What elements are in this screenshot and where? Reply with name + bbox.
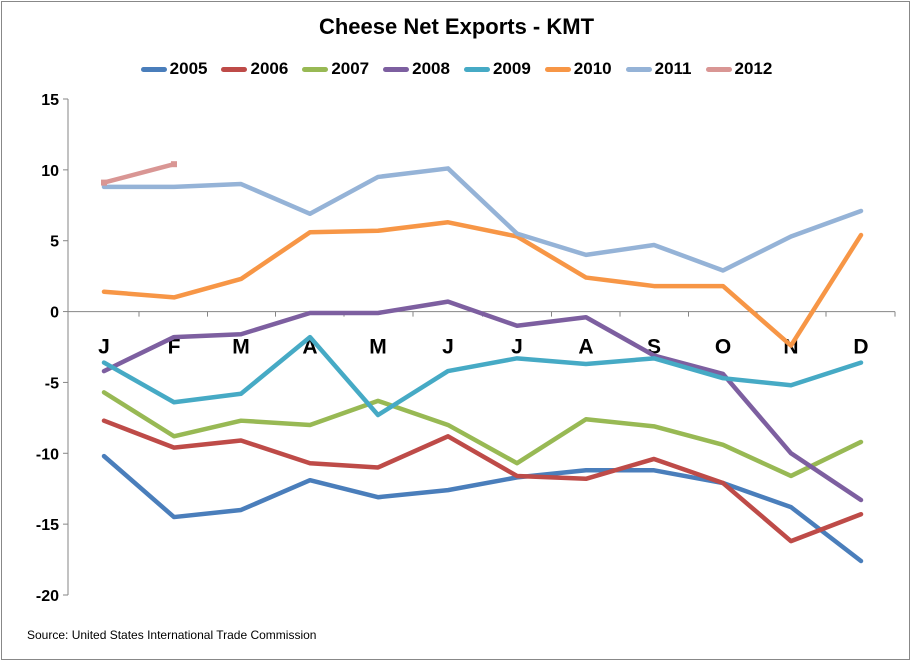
legend-item-2008: 2008: [383, 59, 450, 79]
series-line-2008: [101, 299, 864, 503]
series-line-2007: [101, 390, 864, 479]
legend-label: 2011: [654, 59, 692, 78]
legend-swatch: [302, 66, 329, 72]
legend-label: 2009: [492, 59, 531, 78]
legend: 2005 2006 2007 2008 2009 2010 2011 2012: [0, 59, 913, 79]
legend-item-2005: 2005: [140, 59, 208, 79]
legend-label: 2010: [573, 59, 612, 78]
series-line-2010: [101, 220, 864, 348]
series-line-2011: [101, 166, 864, 273]
legend-item-2012: 2012: [705, 59, 773, 79]
x-tick-label: M: [369, 336, 387, 359]
source-note: Source: United States International Trad…: [27, 628, 317, 642]
y-tick-label: 15: [41, 92, 59, 109]
legend-item-2010: 2010: [544, 59, 612, 79]
legend-item-2011: 2011: [625, 59, 692, 79]
legend-swatch: [544, 66, 571, 72]
y-tick-label: -5: [45, 375, 59, 392]
x-tick-label: J: [442, 336, 454, 359]
y-tick-label: -20: [36, 588, 59, 605]
x-tick-label: A: [578, 336, 593, 359]
legend-swatch: [705, 66, 732, 72]
y-tick-label: -10: [36, 446, 59, 463]
legend-label: 2012: [734, 59, 773, 78]
data-point-2012: [171, 161, 177, 168]
series-line-2006: [101, 418, 864, 544]
x-tick-label: O: [715, 336, 731, 359]
series-line-2009: [101, 334, 864, 418]
series-line-2005: [101, 453, 864, 564]
x-tick-label: J: [98, 336, 110, 359]
x-tick-label: F: [168, 336, 181, 359]
legend-label: 2007: [331, 59, 370, 78]
x-tick-label: M: [232, 336, 250, 359]
legend-item-2009: 2009: [463, 59, 531, 79]
legend-swatch: [625, 66, 652, 72]
chart-title: Cheese Net Exports - KMT: [318, 14, 595, 39]
legend-swatch: [140, 66, 167, 72]
y-tick-label: 0: [50, 305, 59, 322]
data-point-2012: [101, 179, 107, 186]
legend-label: 2005: [169, 59, 208, 78]
y-tick-label: -15: [36, 517, 59, 534]
legend-swatch: [383, 66, 410, 72]
x-tick-label: J: [511, 336, 523, 359]
y-tick-label: 5: [50, 234, 59, 251]
legend-label: 2006: [250, 59, 289, 78]
y-tick-label: 10: [41, 163, 59, 180]
legend-item-2007: 2007: [302, 59, 369, 79]
legend-item-2006: 2006: [221, 59, 288, 79]
legend-swatch: [221, 66, 248, 72]
series-line-2012: [101, 161, 177, 185]
legend-label: 2008: [412, 59, 450, 78]
legend-swatch: [463, 66, 490, 72]
x-tick-label: D: [853, 336, 868, 359]
